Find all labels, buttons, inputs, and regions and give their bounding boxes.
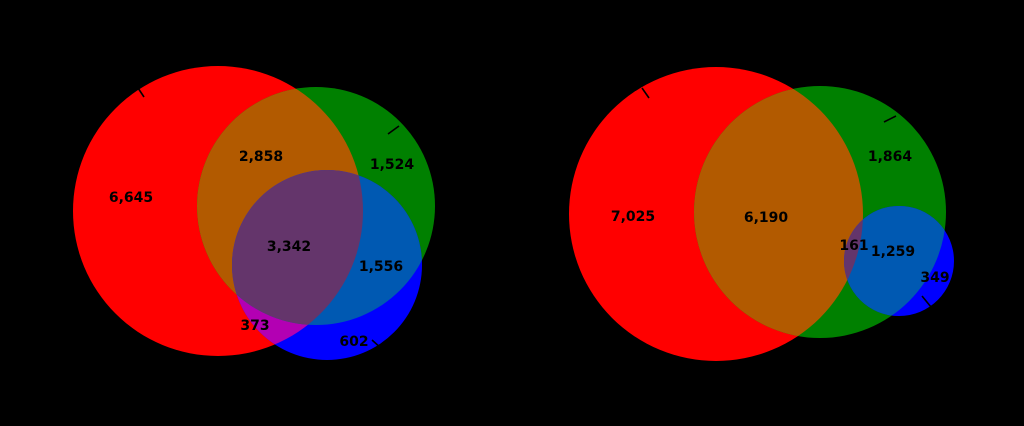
left-green-label-leader-line	[387, 125, 400, 135]
left-green-blue-value: 1,556	[359, 259, 403, 275]
venn-diagram-right: 7,025 6,190 1,864 161 1,259 349	[569, 67, 954, 361]
left-red-green-value: 2,858	[239, 149, 283, 165]
venn-diagram-left: 6,645 2,858 1,524 3,342 1,556 373 602	[73, 66, 435, 360]
left-green-only-value: 1,524	[370, 157, 415, 173]
right-green-label-leader-line	[883, 115, 897, 123]
right-red-label-leader-line	[641, 87, 650, 99]
left-red-label-leader-line	[137, 87, 145, 98]
right-red-green-value: 6,190	[744, 210, 789, 226]
right-red-green-overlap	[694, 86, 863, 338]
right-red-only-value: 7,025	[611, 209, 655, 225]
right-green-blue-value: 1,259	[871, 244, 915, 260]
left-triple-overlap	[232, 170, 363, 325]
right-triple-value: 161	[839, 238, 868, 254]
left-red-only-value: 6,645	[109, 190, 153, 206]
right-blue-label-leader-line	[921, 295, 932, 308]
left-blue-only-value: 602	[339, 334, 368, 350]
left-triple-value: 3,342	[267, 239, 311, 255]
right-green-only-value: 1,864	[868, 149, 913, 165]
left-blue-label-leader-line	[371, 339, 383, 350]
left-red-blue-value: 373	[240, 318, 269, 334]
right-blue-only-value: 349	[920, 270, 949, 286]
